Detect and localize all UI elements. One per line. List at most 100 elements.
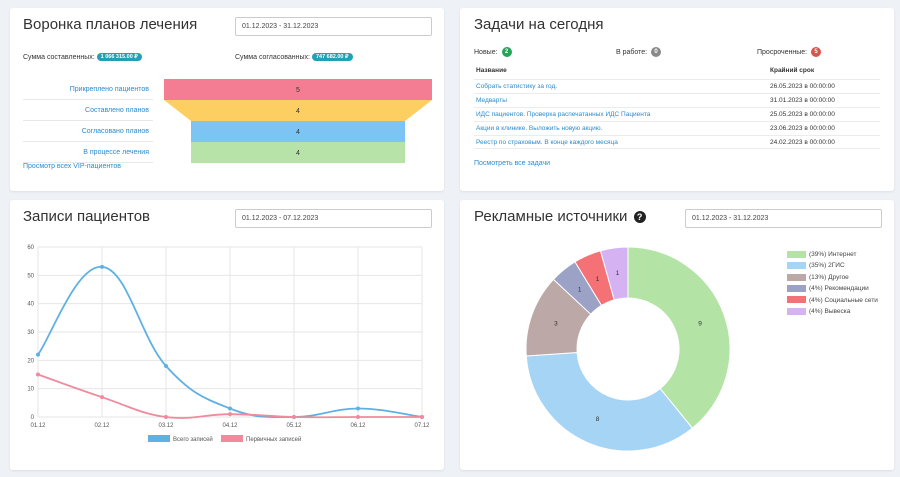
tasks-overdue-label: Просроченные:: [757, 48, 808, 56]
x-tick-label: 07.12: [414, 423, 430, 429]
legend-swatch: [787, 250, 806, 258]
table-row: Акции в клинике. Выложить новую акцию. 2…: [474, 121, 880, 135]
funnel-bar-agreed: [191, 121, 405, 142]
tasks-in-progress: В работе: 0: [616, 47, 662, 57]
legend-label: (4%) Социальные сети: [809, 296, 878, 304]
help-icon[interactable]: ?: [633, 211, 646, 223]
task-deadline: 31.01.2023 в 00:00:00: [770, 97, 835, 104]
funnel-bar-created: [164, 100, 432, 121]
task-name[interactable]: Реестр по страховым. В конце каждого мес…: [476, 139, 618, 146]
funnel-stage-label-agreed[interactable]: Согласовано планов: [23, 121, 153, 142]
x-tick-label: 05.12: [286, 423, 302, 429]
data-point: [356, 406, 360, 411]
slice-value-label: 8: [596, 416, 600, 423]
y-tick-label: 0: [31, 415, 35, 421]
ads-title-text: Рекламные источники: [474, 208, 628, 225]
x-tick-label: 03.12: [158, 423, 174, 429]
y-tick-label: 40: [27, 302, 34, 308]
sum-agreed-label: Сумма согласованных:: [235, 53, 311, 61]
sum-created-badge: 1 066 315.00 ₽: [96, 53, 142, 61]
legend-label: Первичных записей: [246, 436, 301, 443]
legend-item[interactable]: (4%) Рекомендации: [787, 284, 869, 293]
tasks-new: Новые: 2: [474, 47, 512, 57]
legend-item[interactable]: (35%) 2ГИС: [787, 261, 845, 270]
task-name[interactable]: Собрать статистику за год.: [476, 83, 558, 90]
legend-label: (39%) Интернет: [809, 251, 857, 258]
all-tasks-link[interactable]: Посмотреть все задачи: [474, 160, 550, 167]
ads-title: Рекламные источники ?: [474, 208, 646, 225]
sum-agreed-badge: 747 682.00 ₽: [311, 53, 353, 61]
funnel-date-input[interactable]: 01.12.2023 - 31.12.2023: [235, 17, 432, 36]
legend-swatch: [787, 307, 806, 315]
task-deadline: 25.05.2023 в 00:00:00: [770, 111, 835, 118]
tasks-new-badge: 2: [501, 47, 512, 57]
tasks-col-name: Название: [476, 67, 507, 74]
funnel-value-agreed: 4: [296, 129, 300, 136]
y-tick-label: 20: [27, 358, 34, 364]
data-point: [292, 415, 296, 419]
vip-patients-link[interactable]: Просмотр всех VIP-пациентов: [23, 163, 121, 170]
tasks-table-header: Название Крайний срок: [474, 67, 880, 79]
ads-date-input[interactable]: 01.12.2023 - 31.12.2023: [685, 209, 882, 228]
funnel-bar-attached: [164, 79, 432, 100]
table-row: Медварты 31.01.2023 в 00:00:00: [474, 93, 880, 107]
funnel-stage-label-created[interactable]: Составлено планов: [23, 100, 153, 121]
legend-item[interactable]: (13%) Другое: [787, 273, 849, 282]
x-tick-label: 02.12: [94, 423, 110, 429]
slice-value-label: 1: [616, 270, 620, 277]
tasks-title: Задачи на сегодня: [474, 16, 604, 33]
table-row: ИДС пациентов. Проверка распечатанных ИД…: [474, 107, 880, 121]
data-point: [36, 352, 40, 357]
legend-label: (4%) Вывеска: [809, 308, 851, 315]
slice-value-label: 1: [578, 287, 582, 294]
data-point: [356, 415, 360, 419]
task-name[interactable]: Медварты: [476, 97, 507, 104]
donut-slice: [525, 351, 694, 452]
legend-swatch: [787, 284, 806, 292]
data-point: [100, 264, 104, 269]
legend-item[interactable]: (4%) Социальные сети: [787, 296, 878, 305]
records-date-input[interactable]: 01.12.2023 - 07.12.2023: [235, 209, 432, 228]
funnel-title: Воронка планов лечения: [23, 16, 198, 33]
legend-item[interactable]: (39%) Интернет: [787, 250, 857, 259]
legend-swatch: [787, 262, 806, 270]
data-point: [100, 395, 104, 400]
legend-swatch: [221, 435, 243, 442]
tasks-col-deadline: Крайний срок: [770, 67, 815, 74]
tasks-card: [460, 8, 894, 191]
funnel-bar-treatment: [191, 142, 405, 163]
legend-label: (4%) Рекомендации: [809, 285, 869, 293]
funnel-value-created: 4: [296, 108, 300, 115]
donut-slice: [599, 246, 629, 301]
tasks-in-progress-label: В работе:: [616, 48, 648, 56]
sum-created: Сумма составленных: 1 066 315.00 ₽: [23, 53, 142, 61]
legend-label: Всего записей: [173, 436, 213, 443]
funnel-value-attached: 5: [296, 87, 300, 94]
funnel-stage-label-treatment[interactable]: В процессе лечения: [23, 142, 153, 163]
legend-swatch: [787, 273, 806, 281]
slice-value-label: 3: [554, 320, 558, 327]
data-point: [164, 364, 168, 368]
records-card: [10, 200, 444, 470]
records-title: Записи пациентов: [23, 208, 151, 225]
funnel-value-treatment: 4: [296, 150, 300, 157]
x-tick-label: 01.12: [30, 423, 46, 429]
slice-value-label: 9: [698, 320, 702, 327]
task-name[interactable]: ИДС пациентов. Проверка распечатанных ИД…: [476, 111, 651, 118]
data-point: [228, 412, 232, 417]
funnel-chart: 5 4 4 4: [164, 79, 432, 163]
y-tick-label: 60: [27, 245, 34, 251]
sum-created-label: Сумма составленных:: [23, 53, 95, 61]
donut-slice: [627, 246, 731, 429]
legend-swatch: [787, 296, 806, 304]
sum-agreed: Сумма согласованных: 747 682.00 ₽: [235, 53, 353, 61]
y-tick-label: 50: [27, 273, 34, 279]
tasks-in-progress-badge: 0: [651, 47, 662, 57]
task-name[interactable]: Акции в клинике. Выложить новую акцию.: [476, 125, 603, 132]
legend-item[interactable]: (4%) Вывеска: [787, 307, 850, 316]
funnel-stage-label-attached[interactable]: Прикреплено пациентов: [23, 79, 153, 100]
legend-label: (35%) 2ГИС: [809, 262, 845, 270]
records-line-chart: 0 10 20 30 40 50 60 01.12 02.12 03.12 04.12 05.12 06…: [27, 245, 430, 443]
task-deadline: 26.05.2023 в 00:00:00: [770, 83, 835, 90]
data-point: [36, 372, 40, 377]
